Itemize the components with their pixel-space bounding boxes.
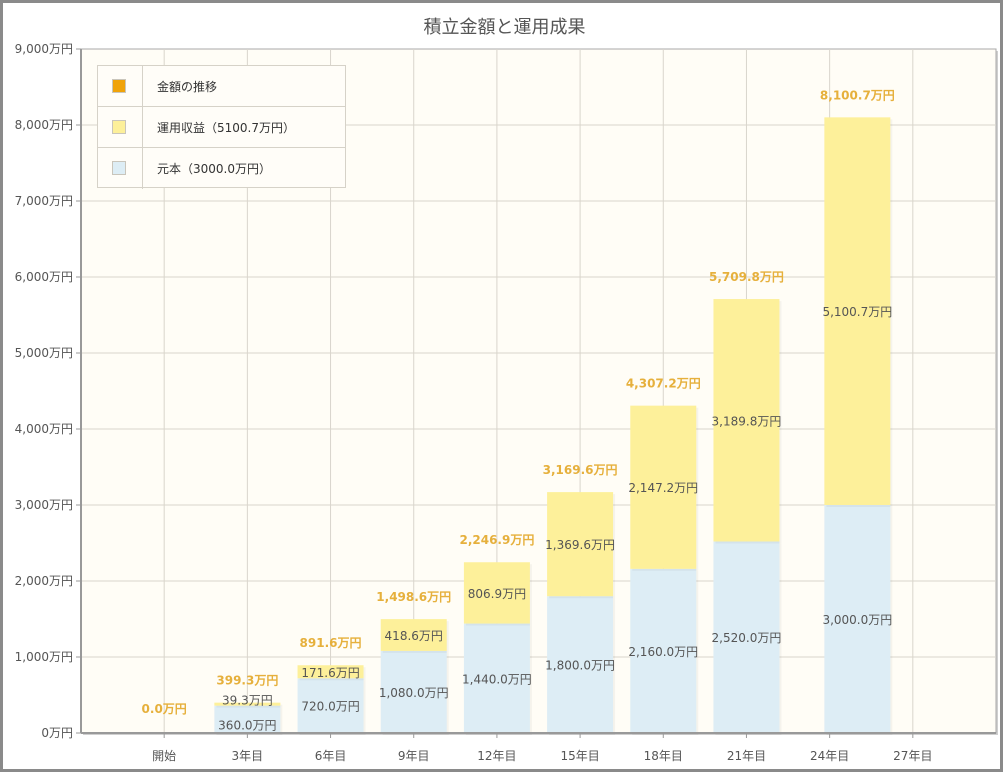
y-tick-label: 1,000万円	[15, 650, 73, 664]
x-tick-label: 12年目	[477, 749, 516, 763]
bar-returns	[463, 562, 530, 624]
data-label-total: 891.6万円	[300, 636, 362, 650]
chart-title: 積立金額と運用成果	[423, 17, 586, 38]
legend-swatch-cell	[98, 66, 143, 106]
data-label-returns: 418.6万円	[385, 629, 443, 643]
chart-canvas: 0万円 1,000万円 2,000万円 3,000万円 4,000万円 5,000万円 6,…	[15, 42, 998, 763]
data-label-total: 0.0万円	[142, 702, 187, 716]
x-tick-label: 21年目	[727, 749, 766, 763]
bar-shadow	[216, 704, 283, 708]
data-label-principal: 1,080.0万円	[379, 686, 449, 700]
bar-principal	[824, 505, 891, 733]
bar-principal	[380, 650, 447, 733]
data-label-returns: 3,189.8万円	[712, 414, 782, 428]
legend-label: 運用収益（5100.7万円）	[157, 121, 295, 135]
bar-returns	[630, 405, 697, 569]
x-tick-label: 開始	[152, 749, 176, 763]
data-label-principal: 360.0万円	[218, 718, 276, 732]
legend-swatch-cell	[98, 148, 143, 189]
x-tick-label: 27年目	[893, 749, 932, 763]
data-label-returns: 1,369.6万円	[545, 538, 615, 552]
bar-returns	[297, 665, 364, 679]
bar-principal	[630, 568, 697, 733]
data-label-total: 5,709.8万円	[709, 270, 784, 284]
legend-swatch-returns	[112, 120, 126, 134]
x-tick-label: 6年目	[315, 749, 347, 763]
y-tick-label: 4,000万円	[15, 422, 73, 436]
bar-returns	[713, 299, 780, 542]
y-tick-label: 9,000万円	[15, 42, 73, 56]
data-label-total: 8,100.7万円	[820, 88, 895, 102]
y-tick-label: 8,000万円	[15, 118, 73, 132]
y-tick-label: 6,000万円	[15, 270, 73, 284]
bar-returns	[547, 492, 614, 597]
bar-returns	[214, 702, 281, 706]
data-label-total: 4,307.2万円	[626, 377, 701, 391]
legend-label: 元本（3000.0万円）	[157, 162, 271, 176]
legend-swatch-cell	[98, 107, 143, 147]
data-label-total: 2,246.9万円	[459, 533, 534, 547]
bar-principal	[547, 596, 614, 733]
data-label-returns: 39.3万円	[222, 694, 273, 708]
data-label-principal: 3,000.0万円	[822, 613, 892, 627]
data-label-principal: 1,440.0万円	[462, 672, 532, 686]
data-label-returns: 806.9万円	[468, 587, 526, 601]
x-tick-label: 15年目	[560, 749, 599, 763]
data-label-total: 399.3万円	[216, 674, 278, 688]
bar-principal	[713, 541, 780, 733]
x-tick-label: 9年目	[398, 749, 430, 763]
data-label-principal: 1,800.0万円	[545, 659, 615, 673]
bar-principal	[214, 705, 281, 733]
data-label-total: 3,169.6万円	[543, 463, 618, 477]
y-tick-label: 0万円	[41, 726, 73, 740]
data-label-principal: 2,520.0万円	[712, 631, 782, 645]
data-label-returns: 5,100.7万円	[822, 305, 892, 319]
bar-principal	[297, 678, 364, 733]
bar-principal	[463, 623, 530, 733]
y-tick-label: 7,000万円	[15, 194, 73, 208]
x-tick-label: 24年目	[810, 749, 849, 763]
legend-item-total[interactable]: 金額の推移	[98, 66, 345, 107]
legend-swatch-principal	[112, 161, 126, 175]
legend-label: 金額の推移	[157, 80, 218, 94]
bar-returns	[380, 619, 447, 651]
legend-item-principal[interactable]: 元本（3000.0万円）	[98, 148, 345, 189]
data-label-total: 1,498.6万円	[376, 590, 451, 604]
legend: 金額の推移 運用収益（5100.7万円） 元本（3000.0万円）	[97, 65, 346, 189]
data-label-principal: 2,160.0万円	[628, 645, 698, 659]
x-tick-label: 18年目	[644, 749, 683, 763]
legend-swatch-total	[112, 79, 126, 93]
x-tick-label: 3年目	[232, 749, 264, 763]
data-label-principal: 720.0万円	[301, 700, 359, 714]
data-label-returns: 2,147.2万円	[628, 481, 698, 495]
bar-returns	[824, 117, 891, 505]
y-tick-label: 3,000万円	[15, 498, 73, 512]
data-label-returns: 171.6万円	[301, 666, 359, 680]
y-tick-label: 2,000万円	[15, 574, 73, 588]
y-tick-label: 5,000万円	[15, 346, 73, 360]
legend-item-returns[interactable]: 運用収益（5100.7万円）	[98, 107, 345, 148]
